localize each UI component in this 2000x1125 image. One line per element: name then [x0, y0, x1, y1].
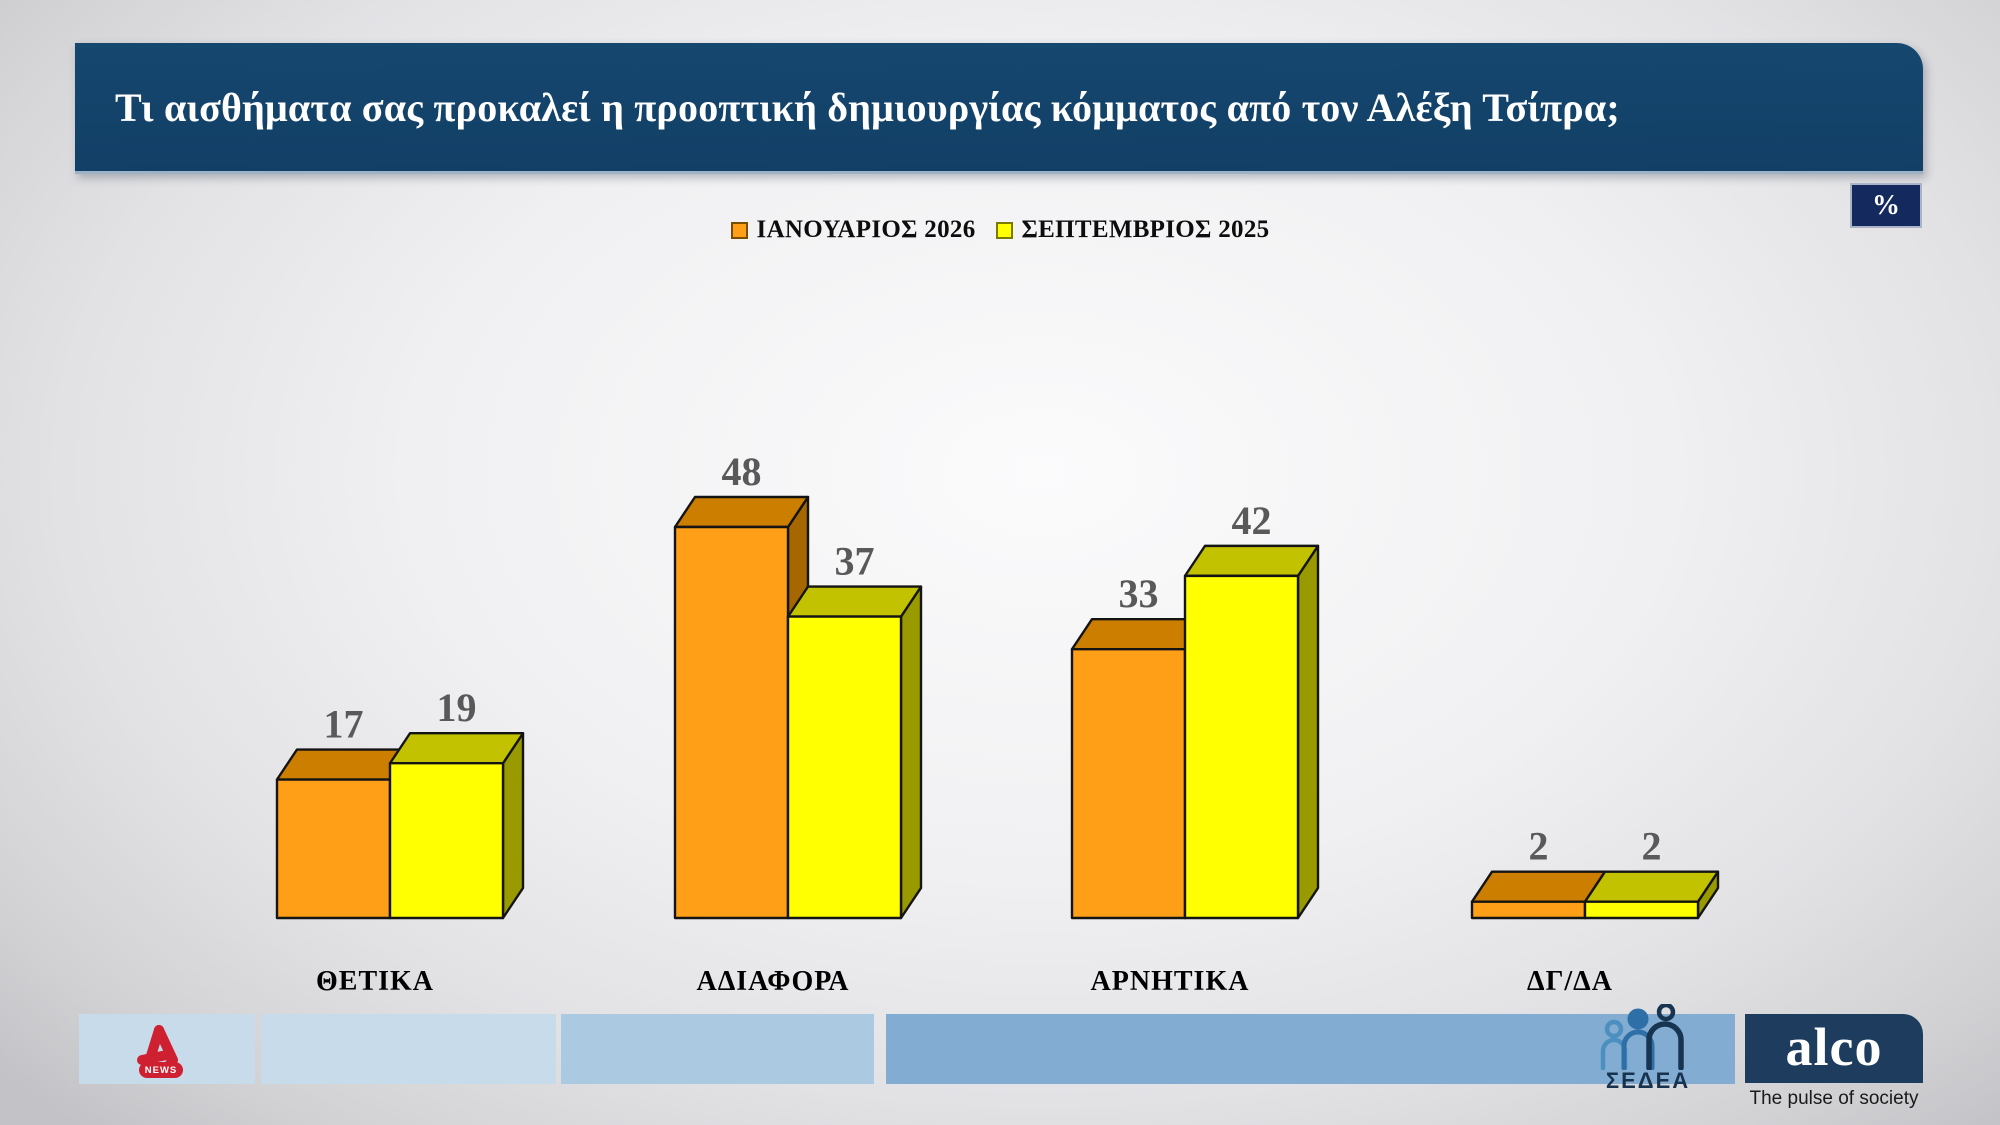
bar-front-face — [388, 762, 505, 920]
legend-item-january-2026: ΙΑΝΟΥΑΡΙΟΣ 2026 — [730, 216, 976, 244]
bar-top-face — [1583, 870, 1720, 903]
sedea-label: ΣΕΔΕΑ — [1605, 1068, 1691, 1093]
value-label: 48 — [722, 449, 762, 494]
chart-legend: ΙΑΝΟΥΑΡΙΟΣ 2026 ΣΕΠΤΕΜΒΡΙΟΣ 2025 — [0, 212, 2000, 248]
bar-group-3: 2 2 ΔΓ/ΔΑ — [1470, 824, 1720, 997]
value-label: 33 — [1119, 571, 1159, 616]
bar-2-series-0 — [1070, 617, 1207, 920]
alco-logo: alco — [1745, 1014, 1923, 1083]
legend-label-september-2025: ΣΕΠΤΕΜΒΡΙΟΣ 2025 — [1021, 216, 1270, 243]
percent-badge: % — [1850, 183, 1922, 228]
footer-band-2 — [261, 1014, 556, 1084]
alpha-news-pill: NEWS — [139, 1062, 183, 1078]
bar-front-face — [275, 778, 392, 920]
bar-1-series-1 — [786, 585, 923, 920]
bar-3-series-1 — [1583, 870, 1720, 920]
bar-0-series-1 — [388, 732, 525, 920]
value-label: 2 — [1529, 824, 1549, 869]
question-title: Τι αισθήματα σας προκαλεί η προοπτική δη… — [115, 84, 1620, 130]
category-label-1: ΑΔΙΑΦΟΡΑ — [696, 966, 849, 997]
bar-front-face — [1583, 900, 1700, 920]
bar-front-face — [1070, 647, 1187, 920]
legend-marker-orange — [730, 221, 748, 239]
bar-top-face — [1470, 870, 1607, 903]
bar-front-face — [786, 615, 903, 920]
alco-wordmark: alco — [1785, 1016, 1883, 1077]
legend-marker-yellow — [995, 221, 1013, 239]
bar-front-face — [1183, 574, 1300, 920]
value-label: 42 — [1232, 498, 1272, 543]
bar-top-face — [786, 585, 923, 618]
legend-item-september-2025: ΣΕΠΤΕΜΒΡΙΟΣ 2025 — [995, 216, 1270, 244]
bar-top-face — [1183, 544, 1320, 578]
value-label: 37 — [835, 539, 875, 584]
bar-side-face — [501, 732, 525, 920]
bar-side-face — [1296, 544, 1320, 920]
category-label-3: ΔΓ/ΔΑ — [1527, 966, 1613, 997]
value-label: 2 — [1642, 824, 1662, 869]
footer-band-sedea — [886, 1014, 1735, 1084]
alco-tagline: The pulse of society — [1749, 1088, 1919, 1109]
sedea-logo-icon — [1600, 1004, 1684, 1070]
question-title-bar: Τι αισθήματα σας προκαλεί η προοπτική δη… — [75, 43, 1923, 174]
bar-top-face — [673, 495, 810, 529]
bar-top-face — [388, 732, 525, 765]
legend-label-january-2026: ΙΑΝΟΥΑΡΙΟΣ 2026 — [756, 216, 976, 243]
category-label-0: ΘΕΤΙΚΑ — [316, 966, 434, 997]
bar-side-face — [899, 585, 923, 920]
bar-group-0: 17 19 ΘΕΤΙΚΑ — [275, 685, 525, 997]
bar-group-2: 33 42 ΑΡΝΗΤΙΚΑ — [1070, 498, 1320, 997]
category-label-2: ΑΡΝΗΤΙΚΑ — [1091, 966, 1250, 997]
bar-group-1: 48 37 ΑΔΙΑΦΟΡΑ — [673, 449, 923, 997]
bar-front-face — [673, 525, 790, 920]
value-label: 17 — [324, 702, 364, 747]
footer-band-3 — [561, 1014, 874, 1084]
bar-2-series-1 — [1183, 544, 1320, 920]
value-label: 19 — [437, 685, 477, 730]
bar-front-face — [1470, 900, 1587, 920]
